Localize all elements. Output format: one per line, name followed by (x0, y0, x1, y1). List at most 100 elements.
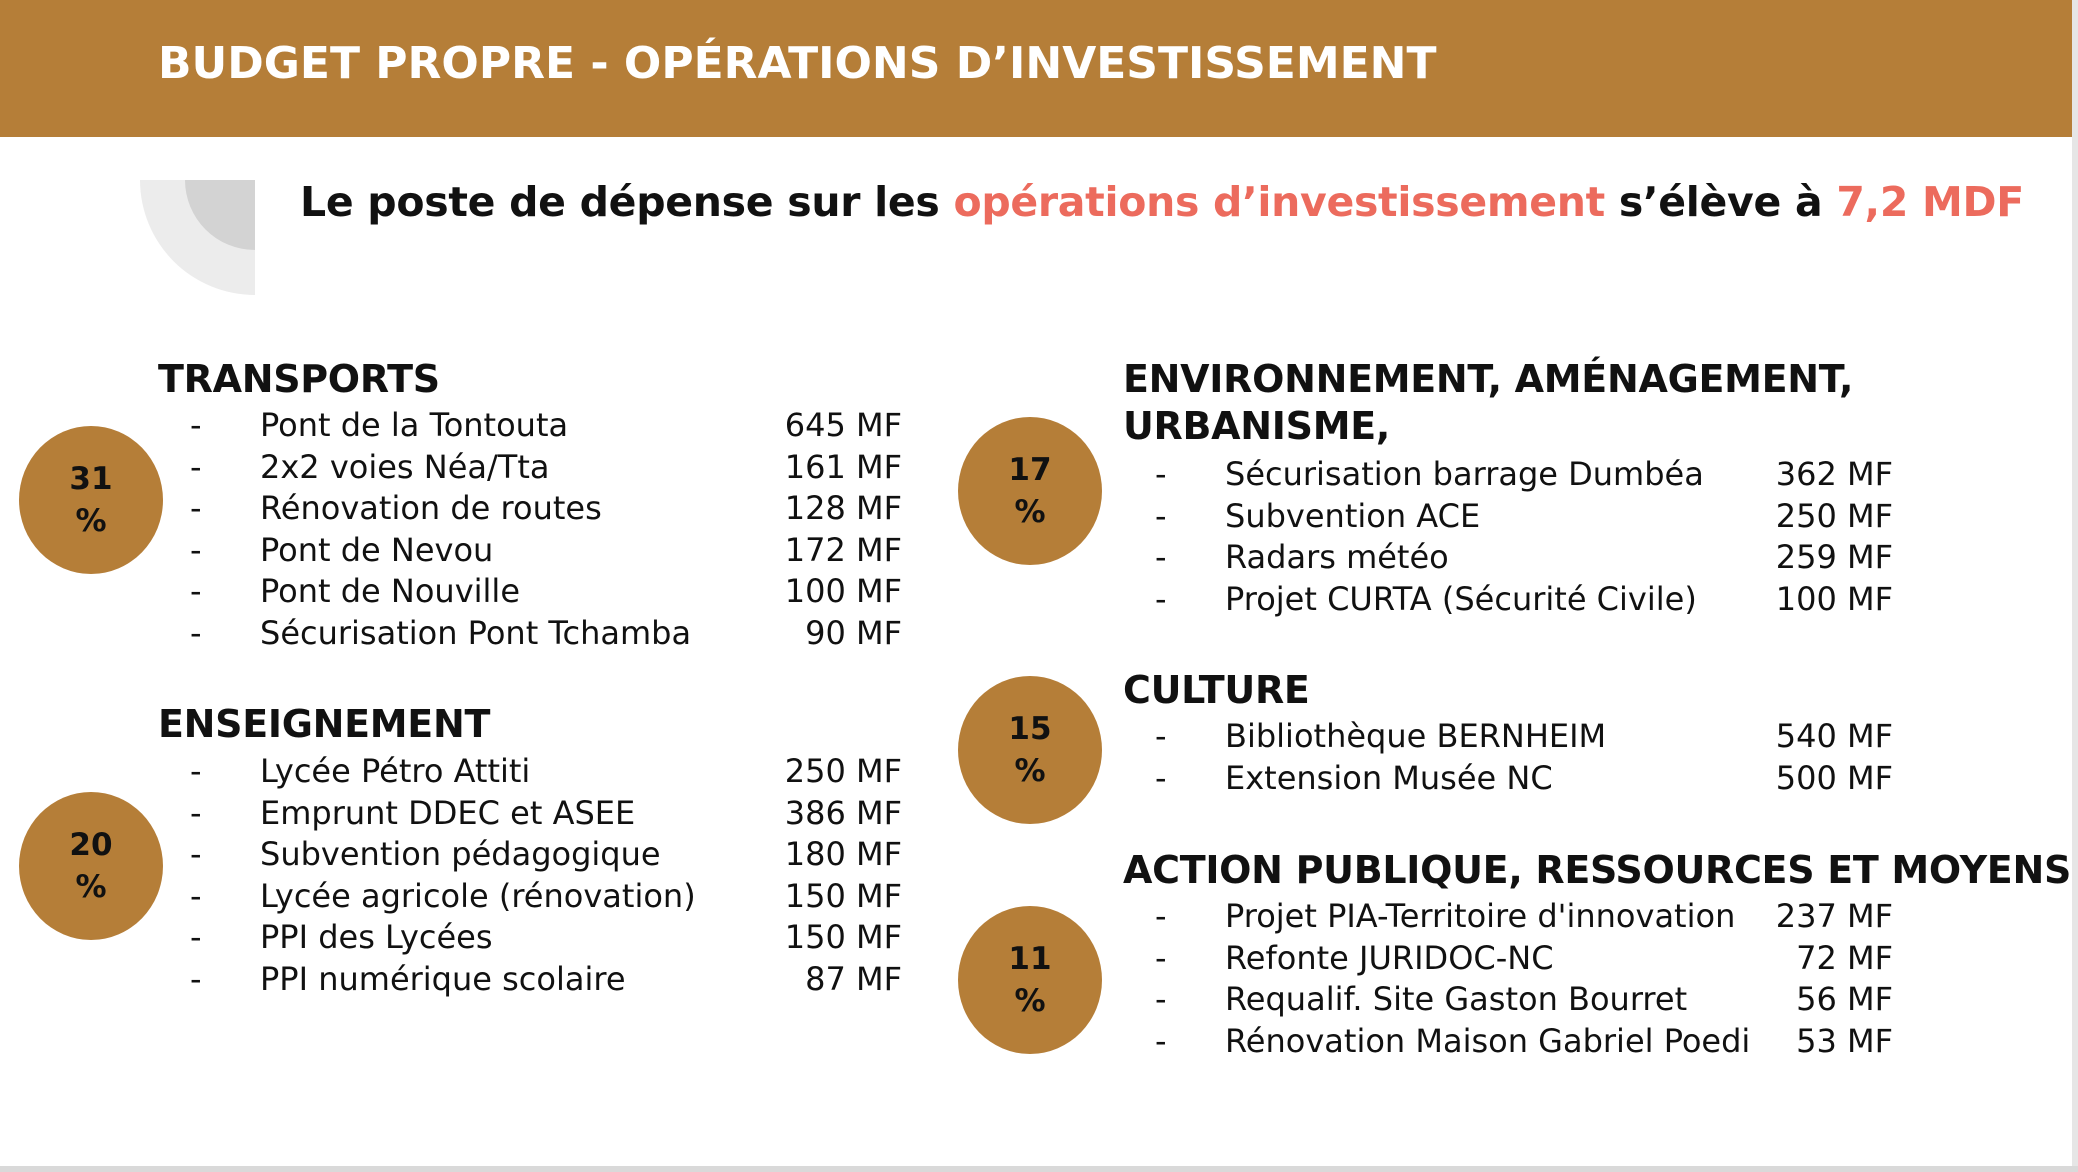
section-title-action-publique: ACTION PUBLIQUE, RESSOURCES ET MOYENS (1123, 848, 2072, 892)
list-item: - Projet PIA-Territoire d'innovation 237 M… (1155, 897, 1893, 939)
list-dash: - (190, 572, 202, 611)
list-dash: - (190, 489, 202, 528)
percent-value: 15 (1008, 711, 1052, 747)
list-item: - Pont de Nevou 172 MF (190, 531, 902, 573)
list-dash: - (1155, 538, 1167, 577)
item-amount: 386 MF (784, 793, 902, 832)
section-title-environnement-line1: ENVIRONNEMENT, AMÉNAGEMENT, (1123, 357, 1854, 401)
list-dash: - (190, 876, 202, 915)
item-amount: 100 MF (1775, 579, 1893, 618)
item-amount: 150 MF (784, 876, 902, 915)
section-title-transports: TRANSPORTS (158, 357, 440, 401)
list-dash: - (1155, 897, 1167, 935)
section-title-enseignement: ENSEIGNEMENT (158, 702, 491, 746)
list-dash: - (190, 918, 202, 957)
item-label: PPI numérique scolaire (260, 959, 626, 998)
percent-sign: % (1014, 753, 1046, 789)
item-label: Radars météo (1225, 538, 1449, 577)
item-amount: 250 MF (784, 752, 902, 790)
percent-value: 20 (69, 827, 113, 863)
list-item: - Lycée agricole (rénovation) 150 MF (190, 877, 902, 919)
list-item: - Refonte JURIDOC-NC 72 MF (1155, 939, 1893, 981)
item-amount: 645 MF (784, 406, 902, 444)
item-label: Rénovation de routes (260, 489, 602, 528)
section-title-culture: CULTURE (1123, 668, 1310, 712)
list-item: - PPI des Lycées 150 MF (190, 918, 902, 960)
percent-sign: % (75, 503, 107, 539)
item-amount: 87 MF (805, 959, 902, 998)
list-dash: - (1155, 579, 1167, 618)
list-action-publique: - Projet PIA-Territoire d'innovation 237 M… (1155, 897, 1893, 1063)
item-amount: 259 MF (1775, 538, 1893, 577)
percent-badge-transports: 31 % (19, 426, 163, 574)
item-label: PPI des Lycées (260, 918, 493, 957)
list-item: - Bibliothèque BERNHEIM 540 MF (1155, 717, 1893, 759)
list-dash: - (1155, 717, 1167, 755)
item-label: Rénovation Maison Gabriel Poedi (1225, 1021, 1751, 1060)
item-label: Requalif. Site Gaston Bourret (1225, 980, 1688, 1019)
percent-badge-enseignement: 20 % (19, 792, 163, 940)
percent-sign: % (75, 869, 107, 905)
list-dash: - (190, 447, 202, 486)
item-label: Projet CURTA (Sécurité Civile) (1225, 579, 1697, 618)
subtitle-highlight: opérations d’investissement (953, 178, 1605, 226)
percent-value: 31 (69, 461, 113, 497)
list-dash: - (190, 793, 202, 832)
item-amount: 540 MF (1775, 717, 1893, 755)
list-dash: - (1155, 1021, 1167, 1060)
item-label: Lycée Pétro Attiti (260, 752, 531, 790)
list-item: - Lycée Pétro Attiti 250 MF (190, 752, 902, 794)
item-label: Refonte JURIDOC-NC (1225, 938, 1554, 977)
list-dash: - (190, 530, 202, 569)
list-item: - 2x2 voies Néa/Tta 161 MF (190, 448, 902, 490)
percent-sign: % (1014, 494, 1046, 530)
item-label: Subvention pédagogique (260, 835, 661, 874)
list-dash: - (190, 613, 202, 652)
percent-badge-culture: 15 % (958, 676, 1102, 824)
item-label: Bibliothèque BERNHEIM (1225, 717, 1607, 755)
item-label: Subvention ACE (1225, 496, 1481, 535)
item-amount: 362 MF (1775, 455, 1893, 493)
list-item: - Pont de la Tontouta 645 MF (190, 406, 902, 448)
subtitle-total: 7,2 MDF (1836, 178, 2024, 226)
slide-bottom-edge (0, 1166, 2078, 1172)
list-dash: - (1155, 496, 1167, 535)
list-dash: - (190, 835, 202, 874)
percent-badge-action-publique: 11 % (958, 906, 1102, 1054)
list-item: - Rénovation Maison Gabriel Poedi 53 MF (1155, 1022, 1893, 1064)
item-label: Emprunt DDEC et ASEE (260, 793, 636, 832)
item-amount: 128 MF (784, 489, 902, 528)
subtitle: Le poste de dépense sur les opérations d… (300, 178, 2024, 226)
list-culture: - Bibliothèque BERNHEIM 540 MF - Extension … (1155, 717, 1893, 800)
list-transports: - Pont de la Tontouta 645 MF - 2x2 voies Né… (190, 406, 902, 656)
item-amount: 56 MF (1796, 980, 1893, 1019)
item-amount: 500 MF (1775, 758, 1893, 797)
section-title-environnement-line2: URBANISME, (1123, 404, 1391, 448)
percent-badge-environnement: 17 % (958, 417, 1102, 565)
item-label: Lycée agricole (rénovation) (260, 876, 696, 915)
percent-value: 17 (1008, 452, 1052, 488)
list-enseignement: - Lycée Pétro Attiti 250 MF - Emprunt DDEC … (190, 752, 902, 1002)
item-amount: 250 MF (1775, 496, 1893, 535)
subtitle-middle: s’élève à (1604, 178, 1837, 226)
item-amount: 150 MF (784, 918, 902, 957)
decorative-arc-icon (140, 180, 255, 295)
list-item: - Subvention ACE 250 MF (1155, 497, 1893, 539)
item-label: Extension Musée NC (1225, 758, 1553, 797)
percent-value: 11 (1008, 941, 1052, 977)
item-amount: 161 MF (784, 447, 902, 486)
item-label: 2x2 voies Néa/Tta (260, 447, 550, 486)
list-dash: - (190, 752, 202, 790)
slide-edge (2072, 0, 2078, 1172)
list-item: - Radars météo 259 MF (1155, 538, 1893, 580)
item-label: Pont de Nouville (260, 572, 520, 611)
item-amount: 172 MF (784, 530, 902, 569)
list-dash: - (1155, 455, 1167, 493)
list-item: - Sécurisation barrage Dumbéa 362 MF (1155, 455, 1893, 497)
list-item: - Rénovation de routes 128 MF (190, 489, 902, 531)
list-item: - Requalif. Site Gaston Bourret 56 MF (1155, 980, 1893, 1022)
item-label: Projet PIA-Territoire d'innovation (1225, 897, 1736, 935)
list-environnement: - Sécurisation barrage Dumbéa 362 MF - Subv… (1155, 455, 1893, 621)
list-dash: - (190, 959, 202, 998)
header-band: BUDGET PROPRE - OPÉRATIONS D’INVESTISSEM… (0, 0, 2072, 137)
